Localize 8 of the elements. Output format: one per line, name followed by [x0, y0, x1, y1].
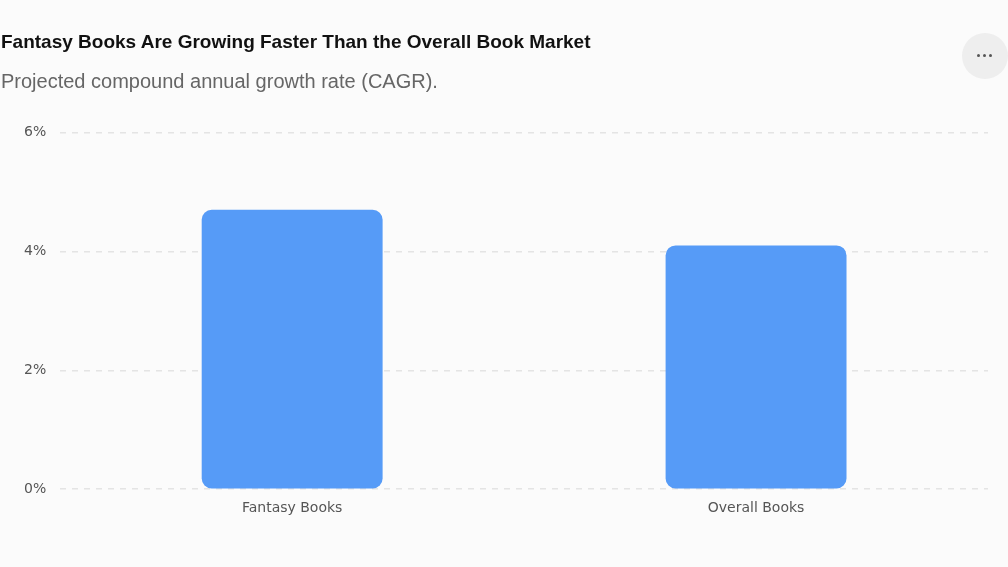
chart-subtitle: Projected compound annual growth rate (CAGR).	[1, 70, 438, 93]
y-tick-label: 6%	[23, 123, 47, 140]
x-tick-label: Overall Books	[707, 499, 805, 516]
y-tick-label: 2%	[23, 360, 47, 377]
chart-title: Fantasy Books Are Growing Faster Than the Overall Book Market	[1, 31, 591, 53]
y-tick-label: 0%	[23, 479, 47, 496]
x-tick-label: Fantasy Books	[241, 499, 343, 516]
y-tick-label: 4%	[23, 241, 47, 258]
